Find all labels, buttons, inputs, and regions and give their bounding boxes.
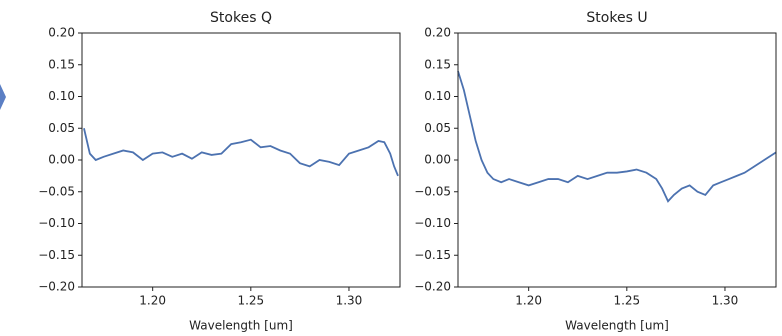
x-tick-label: 1.20 <box>515 294 542 308</box>
y-tick-label: 0.20 <box>48 26 75 40</box>
plot-frame <box>81 32 401 288</box>
y-tick-label: 0.05 <box>48 121 75 135</box>
y-tick-label: 0.10 <box>424 89 451 103</box>
x-tick-label: 1.25 <box>237 294 264 308</box>
y-tick-label: 0.10 <box>48 89 75 103</box>
y-tick-label: −0.10 <box>414 216 451 230</box>
x-tick-label: 1.20 <box>139 294 166 308</box>
y-tick-label: −0.15 <box>414 248 451 262</box>
chart-title: Stokes U <box>586 10 647 26</box>
y-tick-label: −0.20 <box>38 280 75 294</box>
y-tick-label: −0.20 <box>414 280 451 294</box>
y-tick-label: 0.15 <box>48 57 75 71</box>
x-tick-label: 1.30 <box>712 294 739 308</box>
y-tick-label: 0.15 <box>424 57 451 71</box>
y-tick-label: −0.05 <box>414 184 451 198</box>
y-tick-label: −0.15 <box>38 248 75 262</box>
data-line <box>83 128 399 177</box>
data-line <box>457 70 777 203</box>
y-tick-label: 0.00 <box>424 153 451 167</box>
x-axis-label: Wavelength [um] <box>189 319 293 333</box>
y-tick-label: −0.05 <box>38 184 75 198</box>
x-axis-label: Wavelength [um] <box>565 319 669 333</box>
arrow-icon <box>0 84 6 110</box>
y-tick-label: 0.00 <box>48 153 75 167</box>
x-tick-label: 1.30 <box>336 294 363 308</box>
y-tick-label: −0.10 <box>38 216 75 230</box>
chart-title: Stokes Q <box>210 10 272 26</box>
plot-frame <box>457 32 777 288</box>
y-tick-label: 0.20 <box>424 26 451 40</box>
y-tick-label: 0.05 <box>424 121 451 135</box>
x-tick-label: 1.25 <box>613 294 640 308</box>
